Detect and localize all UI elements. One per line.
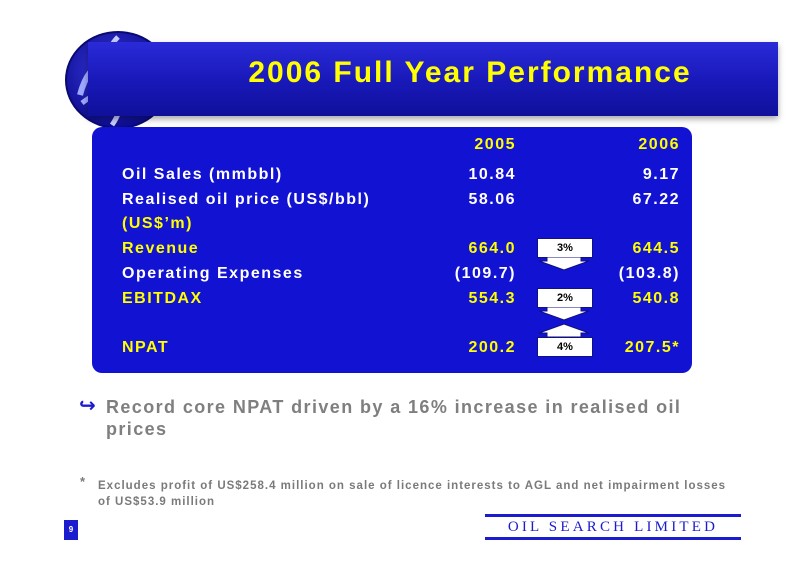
row-value-operating-expenses-2005: (109.7) bbox=[454, 265, 516, 282]
footnote-marker: * bbox=[80, 474, 86, 489]
row-label-oil-sales: Oil Sales (mmbbl) bbox=[122, 166, 283, 183]
row-label-ebitdax: EBITDAX bbox=[122, 290, 203, 307]
row-value-npat-2006: 207.5* bbox=[624, 339, 680, 356]
year-header-2005: 2005 bbox=[474, 136, 516, 153]
row-label-units: (US$’m) bbox=[122, 215, 193, 232]
row-value-realised-oil-price-2006: 67.22 bbox=[632, 191, 680, 208]
row-value-realised-oil-price-2005: 58.06 bbox=[468, 191, 516, 208]
down-arrow-icon bbox=[538, 307, 590, 321]
row-value-oil-sales-2006: 9.17 bbox=[642, 166, 680, 183]
change-badge-ebitdax: 2% bbox=[537, 288, 593, 308]
down-arrow-icon bbox=[538, 257, 590, 271]
footnote-text: Excludes profit of US$258.4 million on s… bbox=[98, 480, 727, 508]
title-bar bbox=[88, 42, 778, 116]
bullet-text: Record core NPAT driven by a 16% increas… bbox=[106, 397, 682, 439]
page-number: 9 bbox=[64, 520, 78, 540]
row-label-realised-oil-price: Realised oil price (US$/bbl) bbox=[122, 191, 371, 208]
row-value-npat-2005: 200.2 bbox=[468, 339, 516, 356]
row-label-npat: NPAT bbox=[122, 339, 170, 356]
row-label-operating-expenses: Operating Expenses bbox=[122, 265, 304, 282]
row-label-revenue: Revenue bbox=[122, 240, 200, 257]
year-header-2006: 2006 bbox=[638, 136, 680, 153]
row-value-ebitdax-2006: 540.8 bbox=[632, 290, 680, 307]
slide-title: 2006 Full Year Performance bbox=[248, 56, 692, 89]
row-value-ebitdax-2005: 554.3 bbox=[468, 290, 516, 307]
change-badge-revenue: 3% bbox=[537, 238, 593, 258]
change-badge-npat: 4% bbox=[537, 337, 593, 357]
row-value-operating-expenses-2006: (103.8) bbox=[618, 265, 680, 282]
row-value-revenue-2006: 644.5 bbox=[632, 240, 680, 257]
row-value-revenue-2005: 664.0 bbox=[468, 240, 516, 257]
bullet-arrow-icon: ↪ bbox=[79, 395, 96, 417]
row-value-oil-sales-2005: 10.84 bbox=[468, 166, 516, 183]
up-arrow-icon bbox=[538, 323, 590, 337]
brand-wordmark: OIL SEARCH LIMITED bbox=[485, 514, 741, 540]
